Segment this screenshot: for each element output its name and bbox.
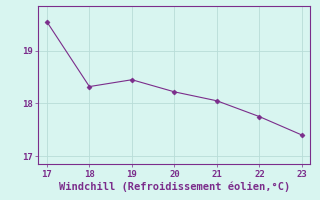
X-axis label: Windchill (Refroidissement éolien,°C): Windchill (Refroidissement éolien,°C) [59,181,290,192]
